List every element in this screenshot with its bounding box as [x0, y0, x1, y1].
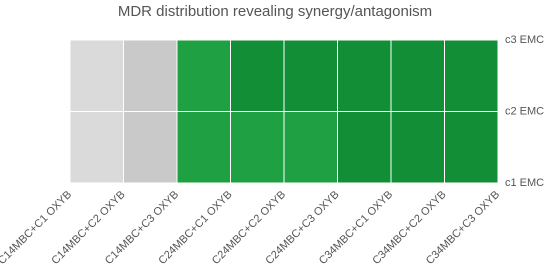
surface-cell	[444, 40, 498, 112]
y-tick-label: c3 EMC	[505, 34, 544, 46]
surface-cell	[70, 40, 124, 112]
surface-cell	[123, 111, 177, 183]
surface-cell	[230, 111, 284, 183]
surface-cell	[177, 111, 231, 183]
surface-cell	[337, 40, 391, 112]
surface-cell	[284, 40, 338, 112]
surface-cell	[391, 111, 445, 183]
surface-cell	[337, 111, 391, 183]
surface-cell	[70, 111, 124, 183]
surface-cell	[444, 111, 498, 183]
y-tick-label: c2 EMC	[505, 105, 544, 117]
chart-title: MDR distribution revealing synergy/antag…	[118, 3, 432, 20]
surface-cell	[177, 40, 231, 112]
surface-cell	[284, 111, 338, 183]
surface-cell	[230, 40, 284, 112]
surface-cell	[391, 40, 445, 112]
surface-cell	[123, 40, 177, 112]
y-tick-label: c1 EMC	[505, 177, 544, 189]
